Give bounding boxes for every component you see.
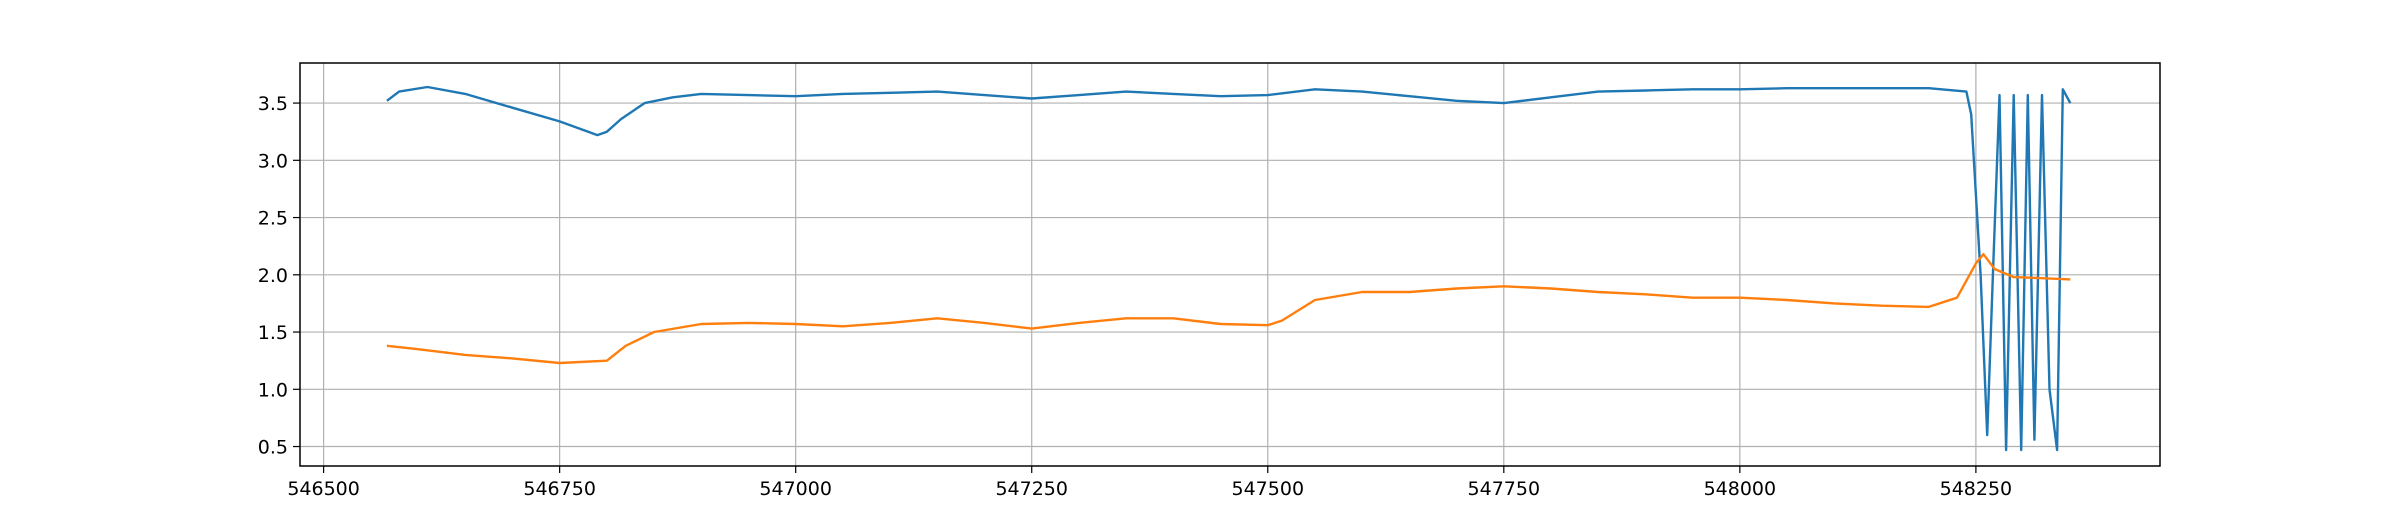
plot-frame — [299, 62, 2161, 467]
series-layer — [386, 85, 2072, 452]
x-tick-label: 548000 — [1704, 478, 1777, 500]
series-line-2 — [386, 252, 2071, 365]
y-tick-label: 3.0 — [258, 150, 288, 172]
x-tick-label: 547500 — [1232, 478, 1305, 500]
y-tick-label: 1.0 — [258, 379, 288, 401]
y-tick-label: 2.0 — [258, 265, 288, 287]
x-tick-label: 548250 — [1940, 478, 2013, 500]
y-tick-label: 2.5 — [258, 208, 288, 230]
y-tick-label: 0.5 — [258, 437, 288, 459]
y-tick-label: 1.5 — [258, 322, 288, 344]
grid-layer — [300, 63, 2160, 466]
x-tick-label: 547000 — [759, 478, 832, 500]
x-tick-label: 546750 — [523, 478, 596, 500]
x-tick-label: 547750 — [1468, 478, 1541, 500]
x-tick-label: 547250 — [995, 478, 1068, 500]
y-tick-label: 3.5 — [258, 93, 288, 115]
x-tick-label: 546500 — [287, 478, 360, 500]
series-line-1 — [386, 85, 2072, 452]
axis-layer: 546500 546750 547000 547250 547500 547750 5480… — [258, 93, 2012, 500]
